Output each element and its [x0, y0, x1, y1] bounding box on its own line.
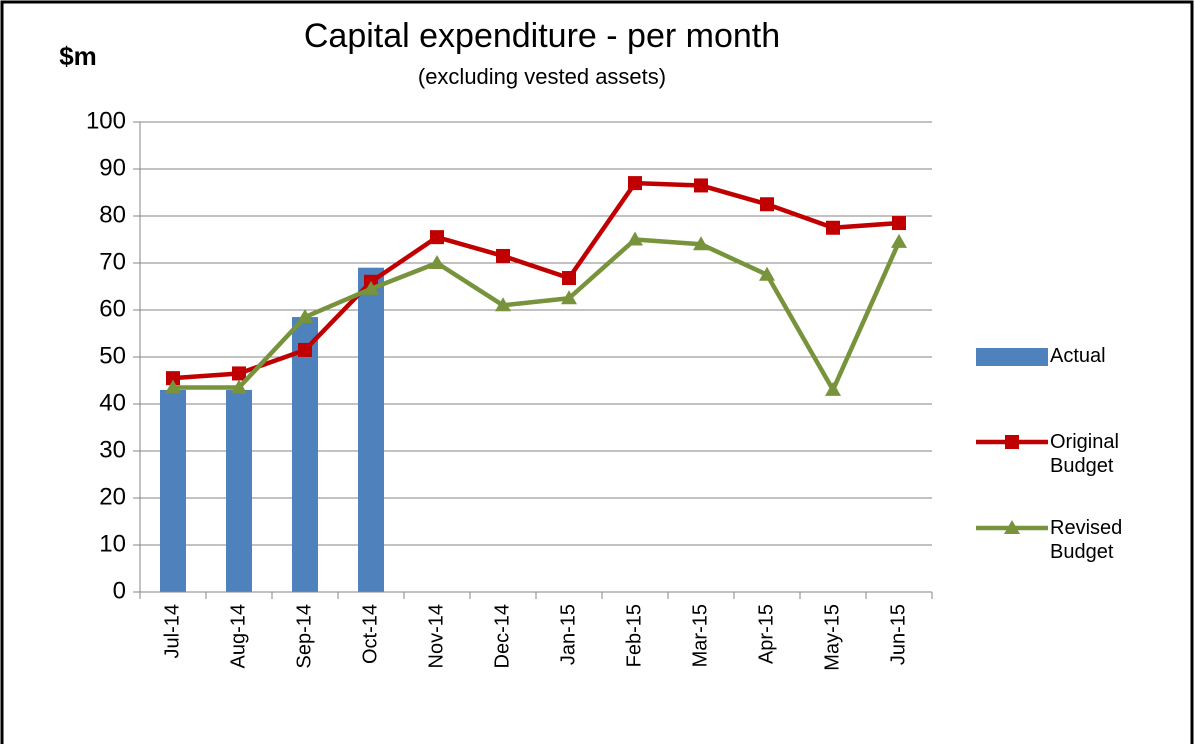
line	[172, 180, 900, 381]
x-tick-label: Mar-15	[689, 604, 711, 667]
marker	[232, 366, 246, 381]
y-tick-label: 50	[99, 342, 126, 369]
marker	[430, 230, 444, 245]
bar	[292, 317, 318, 592]
y-tick-label: 80	[99, 201, 126, 228]
bar	[358, 267, 384, 592]
marker	[693, 236, 709, 251]
marker	[561, 290, 577, 305]
line	[173, 237, 902, 393]
x-tick-label: Jan-15	[557, 604, 579, 665]
marker	[628, 176, 642, 191]
legend-swatch	[976, 348, 1048, 366]
x-tick-label: May-15	[821, 604, 843, 671]
marker	[1005, 435, 1019, 449]
marker	[562, 271, 576, 286]
x-tick-label: Aug-14	[227, 604, 249, 669]
bar	[160, 389, 186, 592]
marker	[363, 280, 379, 295]
legend-label: Original Budget	[1050, 431, 1119, 477]
marker	[826, 220, 840, 235]
marker	[627, 231, 643, 246]
x-tick-label: Jun-15	[887, 604, 909, 665]
y-tick-label: 100	[86, 107, 126, 134]
y-tick-label: 60	[99, 295, 126, 322]
legend-label: Revised Budget	[1050, 517, 1123, 563]
x-tick-label: Oct-14	[359, 604, 381, 664]
y-tick-label: 20	[99, 483, 126, 510]
x-tick-label: Dec-14	[491, 604, 513, 668]
marker	[298, 342, 312, 357]
x-tick-label: Jul-14	[161, 604, 183, 658]
marker	[166, 371, 180, 386]
marker	[760, 197, 774, 212]
marker	[429, 255, 445, 269]
y-tick-label: 70	[99, 248, 126, 275]
marker	[891, 233, 907, 248]
marker	[496, 248, 510, 263]
x-tick-label: Nov-14	[425, 604, 447, 668]
legend-label: Actual	[1050, 345, 1106, 367]
x-tick-label: Sep-14	[293, 604, 315, 669]
y-tick-label: 10	[99, 530, 126, 557]
marker	[694, 178, 708, 193]
y-axis-label: $m	[59, 41, 97, 71]
marker	[165, 379, 181, 394]
marker	[825, 381, 841, 396]
marker	[1004, 520, 1020, 534]
y-tick-label: 40	[99, 389, 126, 416]
chart-title: Capital expenditure - per month	[304, 17, 780, 55]
y-tick-label: 90	[99, 154, 126, 181]
chart-subtitle: (excluding vested assets)	[418, 64, 666, 89]
y-tick-label: 30	[99, 436, 126, 463]
marker	[231, 379, 247, 394]
marker	[495, 297, 511, 312]
marker	[297, 309, 313, 324]
marker	[759, 266, 775, 281]
marker	[892, 216, 906, 231]
x-tick-label: Apr-15	[755, 604, 777, 664]
x-tick-label: Feb-15	[623, 604, 645, 667]
bar	[226, 389, 252, 592]
y-tick-label: 0	[113, 577, 126, 604]
